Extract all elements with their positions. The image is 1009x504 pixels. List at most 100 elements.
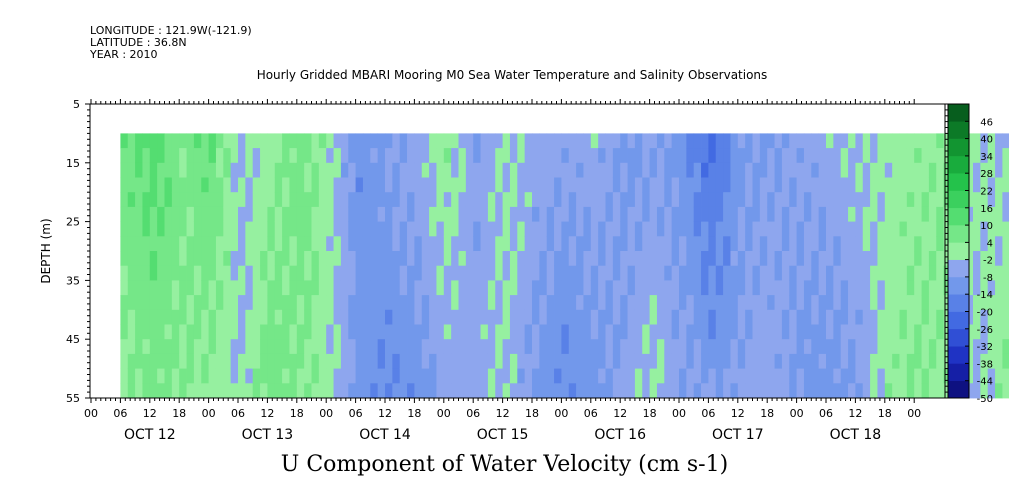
heatmap-cell (848, 383, 856, 399)
heatmap-cell (509, 339, 518, 355)
heatmap-cell (282, 133, 290, 149)
heatmap-cell (451, 177, 459, 193)
heatmap-cell (223, 206, 232, 222)
x-axis-title: U Component of Water Velocity (cm s-1) (280, 452, 729, 477)
heatmap-cell (149, 206, 158, 222)
heatmap-cell (326, 162, 334, 178)
heatmap-cell (539, 206, 548, 222)
heatmap-cell (781, 221, 790, 237)
heatmap-cell (414, 177, 423, 193)
heatmap-cell (502, 177, 511, 193)
heatmap-cell (848, 251, 856, 267)
heatmap-cell (260, 265, 268, 281)
heatmap-cell (120, 162, 129, 178)
heatmap-cell (429, 206, 437, 222)
heatmap-cell (171, 221, 180, 237)
heatmap-cell (980, 368, 989, 384)
heatmap-cell (914, 295, 922, 311)
heatmap-cell (723, 383, 731, 399)
heatmap-cell (495, 383, 503, 399)
heatmap-cell (487, 177, 496, 193)
heatmap-cell (612, 148, 621, 164)
heatmap-cell (171, 162, 180, 178)
colorbar-band (948, 138, 969, 157)
heatmap-cell (899, 353, 908, 369)
heatmap-cell (385, 206, 393, 222)
heatmap-cell (311, 162, 320, 178)
heatmap-cell (201, 353, 209, 369)
heatmap-cell (509, 236, 518, 252)
heatmap-cell (561, 206, 570, 222)
heatmap-cell (781, 236, 790, 252)
heatmap-cell (634, 280, 643, 296)
heatmap-cell (737, 265, 746, 281)
heatmap-cell (201, 280, 209, 296)
heatmap-cell (568, 265, 577, 281)
heatmap-cell (487, 192, 496, 208)
heatmap-cell (385, 148, 393, 164)
heatmap-cell (399, 133, 408, 149)
heatmap-cell (304, 383, 312, 399)
heatmap-cell (524, 192, 533, 208)
heatmap-cell (723, 236, 731, 252)
heatmap-cell (987, 221, 996, 237)
heatmap-cell (487, 353, 496, 369)
heatmap-cell (171, 206, 180, 222)
heatmap-cell (208, 309, 217, 325)
heatmap-cell (693, 206, 702, 222)
heatmap-cell (598, 177, 606, 193)
heatmap-cell (671, 324, 680, 340)
latitude-label: LATITUDE : 36.8N (90, 36, 187, 49)
heatmap-cell (465, 148, 474, 164)
heatmap-cell (818, 280, 827, 296)
colorbar-band (948, 104, 969, 122)
heatmap-cell (554, 192, 562, 208)
heatmap-cell (296, 236, 305, 252)
heatmap-cell (370, 177, 379, 193)
heatmap-cell (583, 192, 592, 208)
heatmap-cell (458, 309, 467, 325)
heatmap-cell (781, 383, 790, 399)
heatmap-cell (127, 353, 136, 369)
heatmap-cell (568, 221, 577, 237)
heatmap-cell (252, 251, 261, 267)
heatmap-cell (311, 368, 320, 384)
heatmap-cell (245, 368, 254, 384)
heatmap-cell (252, 221, 261, 237)
heatmap-cell (355, 353, 364, 369)
heatmap-cell (833, 383, 842, 399)
heatmap-cell (561, 280, 570, 296)
heatmap-cell (201, 295, 209, 311)
heatmap-cell (223, 236, 232, 252)
heatmap-cell (318, 339, 327, 355)
heatmap-cell (487, 295, 496, 311)
heatmap-cell (208, 192, 217, 208)
heatmap-cell (892, 236, 900, 252)
heatmap-cell (193, 309, 202, 325)
heatmap-cell (333, 221, 342, 237)
heatmap-cell (517, 368, 526, 384)
heatmap-cell (833, 295, 842, 311)
heatmap-cell (120, 309, 129, 325)
heatmap-cell (605, 353, 614, 369)
heatmap-cell (149, 339, 158, 355)
heatmap-cell (487, 265, 496, 281)
heatmap-cell (892, 148, 900, 164)
heatmap-cell (906, 192, 915, 208)
heatmap-cell (193, 177, 202, 193)
heatmap-cell (943, 265, 952, 281)
heatmap-cell (333, 383, 342, 399)
heatmap-cell (848, 177, 856, 193)
heatmap-cell (186, 339, 195, 355)
heatmap-cell (326, 339, 334, 355)
heatmap-cell (759, 251, 768, 267)
heatmap-cell (135, 309, 143, 325)
heatmap-cell (157, 192, 165, 208)
heatmap-cell (495, 162, 503, 178)
heatmap-cell (142, 324, 151, 340)
heatmap-cell (326, 192, 334, 208)
heatmap-cell (848, 192, 856, 208)
heatmap-cell (826, 251, 834, 267)
x-tick-label: 12 (143, 407, 157, 420)
heatmap-cell (598, 339, 606, 355)
